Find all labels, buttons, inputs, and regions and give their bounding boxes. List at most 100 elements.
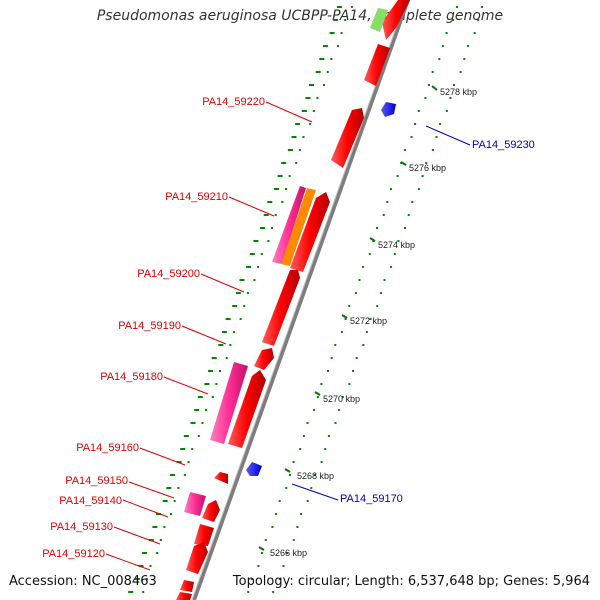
gene-arrow-59180-pink[interactable] — [210, 362, 248, 444]
gc-mark — [414, 123, 417, 125]
gc-mark — [275, 513, 277, 515]
gc-mark — [333, 19, 339, 21]
gc-mark — [215, 383, 218, 385]
gene-label-59180[interactable]: PA14_59180 — [100, 371, 163, 383]
gc-mark — [148, 539, 154, 541]
gene-label-59200[interactable]: PA14_59200 — [137, 268, 200, 280]
gc-mark — [301, 110, 307, 112]
gc-mark — [273, 188, 279, 190]
gc-mark — [355, 357, 358, 359]
gc-mark — [403, 149, 406, 151]
gc-mark — [187, 461, 190, 463]
gc-mark — [324, 448, 327, 450]
gc-mark — [341, 396, 344, 398]
gene-arrow-top-1[interactable] — [382, 0, 410, 40]
gc-mark — [156, 552, 159, 554]
gc-mark — [271, 526, 274, 528]
gene-arrow-top-green[interactable] — [370, 8, 388, 32]
gc-mark — [320, 383, 323, 385]
gc-mark — [320, 461, 323, 463]
gc-mark — [302, 435, 305, 437]
gc-mark — [323, 84, 325, 86]
gene-arrow-59180[interactable] — [228, 370, 266, 448]
gene-arrow-59220[interactable] — [331, 108, 364, 168]
gc-mark — [330, 58, 333, 60]
gene-arrow-59210[interactable] — [290, 192, 330, 272]
gc-mark — [292, 539, 295, 541]
gene-label-59140[interactable]: PA14_59140 — [59, 495, 122, 507]
gene-arrow-59130[interactable] — [186, 542, 208, 574]
gene-arrow-59120[interactable] — [180, 580, 194, 592]
gc-mark — [250, 578, 253, 580]
gc-mark — [247, 591, 250, 593]
gc-mark — [205, 409, 208, 411]
gc-mark — [309, 84, 314, 86]
gc-mark — [344, 19, 347, 21]
gc-mark — [306, 500, 309, 502]
genome-backbone — [192, 0, 410, 600]
gene-label-59170[interactable]: PA14_59170 — [340, 493, 403, 505]
gc-mark — [246, 266, 252, 268]
gene-arrow-59200[interactable] — [262, 270, 300, 346]
gc-mark — [271, 227, 273, 229]
gene-arrow-59170[interactable] — [246, 462, 262, 476]
gc-mark — [295, 162, 298, 164]
gc-mark — [449, 97, 452, 99]
gc-mark — [348, 305, 351, 307]
gene-label-59210[interactable]: PA14_59210 — [165, 191, 228, 203]
gene-label-59130[interactable]: PA14_59130 — [50, 521, 113, 533]
gc-mark — [445, 32, 448, 34]
gc-mark — [389, 188, 392, 190]
gc-mark — [344, 318, 347, 320]
gc-mark — [319, 58, 325, 60]
gene-arrow-59140[interactable] — [194, 524, 214, 546]
gene-arrow-59150[interactable] — [202, 500, 220, 522]
gene-arrow-top-2[interactable] — [364, 44, 390, 86]
gene-arrow-59150-pink[interactable] — [184, 492, 206, 516]
gc-mark — [425, 162, 428, 164]
gene-label-59190[interactable]: PA14_59190 — [118, 320, 181, 332]
gc-mark — [340, 32, 343, 34]
gene-label-59150[interactable]: PA14_59150 — [65, 475, 128, 487]
gc-mark — [295, 123, 301, 125]
gc-mark — [278, 500, 281, 502]
gc-mark — [149, 565, 152, 567]
gc-mark — [197, 435, 200, 437]
gene-label-59220[interactable]: PA14_59220 — [202, 96, 265, 108]
gene-label-59230[interactable]: PA14_59230 — [472, 139, 535, 151]
gc-mark — [376, 227, 378, 229]
gene-arrow-59210-pink[interactable] — [272, 186, 306, 264]
gene-label-59120[interactable]: PA14_59120 — [42, 548, 105, 560]
gc-mark — [173, 500, 176, 502]
gene-arrow-59230[interactable] — [381, 102, 396, 117]
gc-mark — [296, 526, 299, 528]
gc-mark — [142, 552, 148, 554]
gc-mark — [455, 6, 458, 8]
gene-arrow-59190[interactable] — [254, 348, 274, 370]
gene-arrow-59160[interactable] — [214, 472, 228, 484]
gc-mark — [439, 123, 442, 125]
gc-mark — [232, 305, 238, 307]
gene-arrow-59210-orange[interactable] — [281, 188, 316, 266]
gc-mark — [431, 149, 434, 151]
gene-label-59160[interactable]: PA14_59160 — [76, 442, 139, 454]
gene-arrow-59110[interactable] — [176, 592, 192, 600]
gc-mark — [287, 149, 293, 151]
gc-mark — [463, 58, 466, 60]
gene-arrows — [176, 102, 396, 600]
gc-mark — [298, 149, 301, 151]
gc-mark — [327, 435, 330, 437]
top-genes — [364, 0, 410, 86]
gc-mark — [477, 19, 480, 21]
gc-mark — [264, 539, 267, 541]
tick-label-5278: 5278 kbp — [440, 87, 477, 97]
gc-mark — [257, 266, 260, 268]
gc-mark — [284, 188, 287, 190]
gc-mark — [253, 240, 259, 242]
gc-mark — [348, 383, 351, 385]
gc-mark — [435, 136, 438, 138]
gc-mark — [316, 97, 319, 99]
gc-mark — [452, 19, 455, 21]
